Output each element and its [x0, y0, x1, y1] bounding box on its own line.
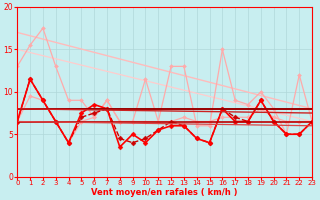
X-axis label: Vent moyen/en rafales ( km/h ): Vent moyen/en rafales ( km/h ) [92, 188, 238, 197]
